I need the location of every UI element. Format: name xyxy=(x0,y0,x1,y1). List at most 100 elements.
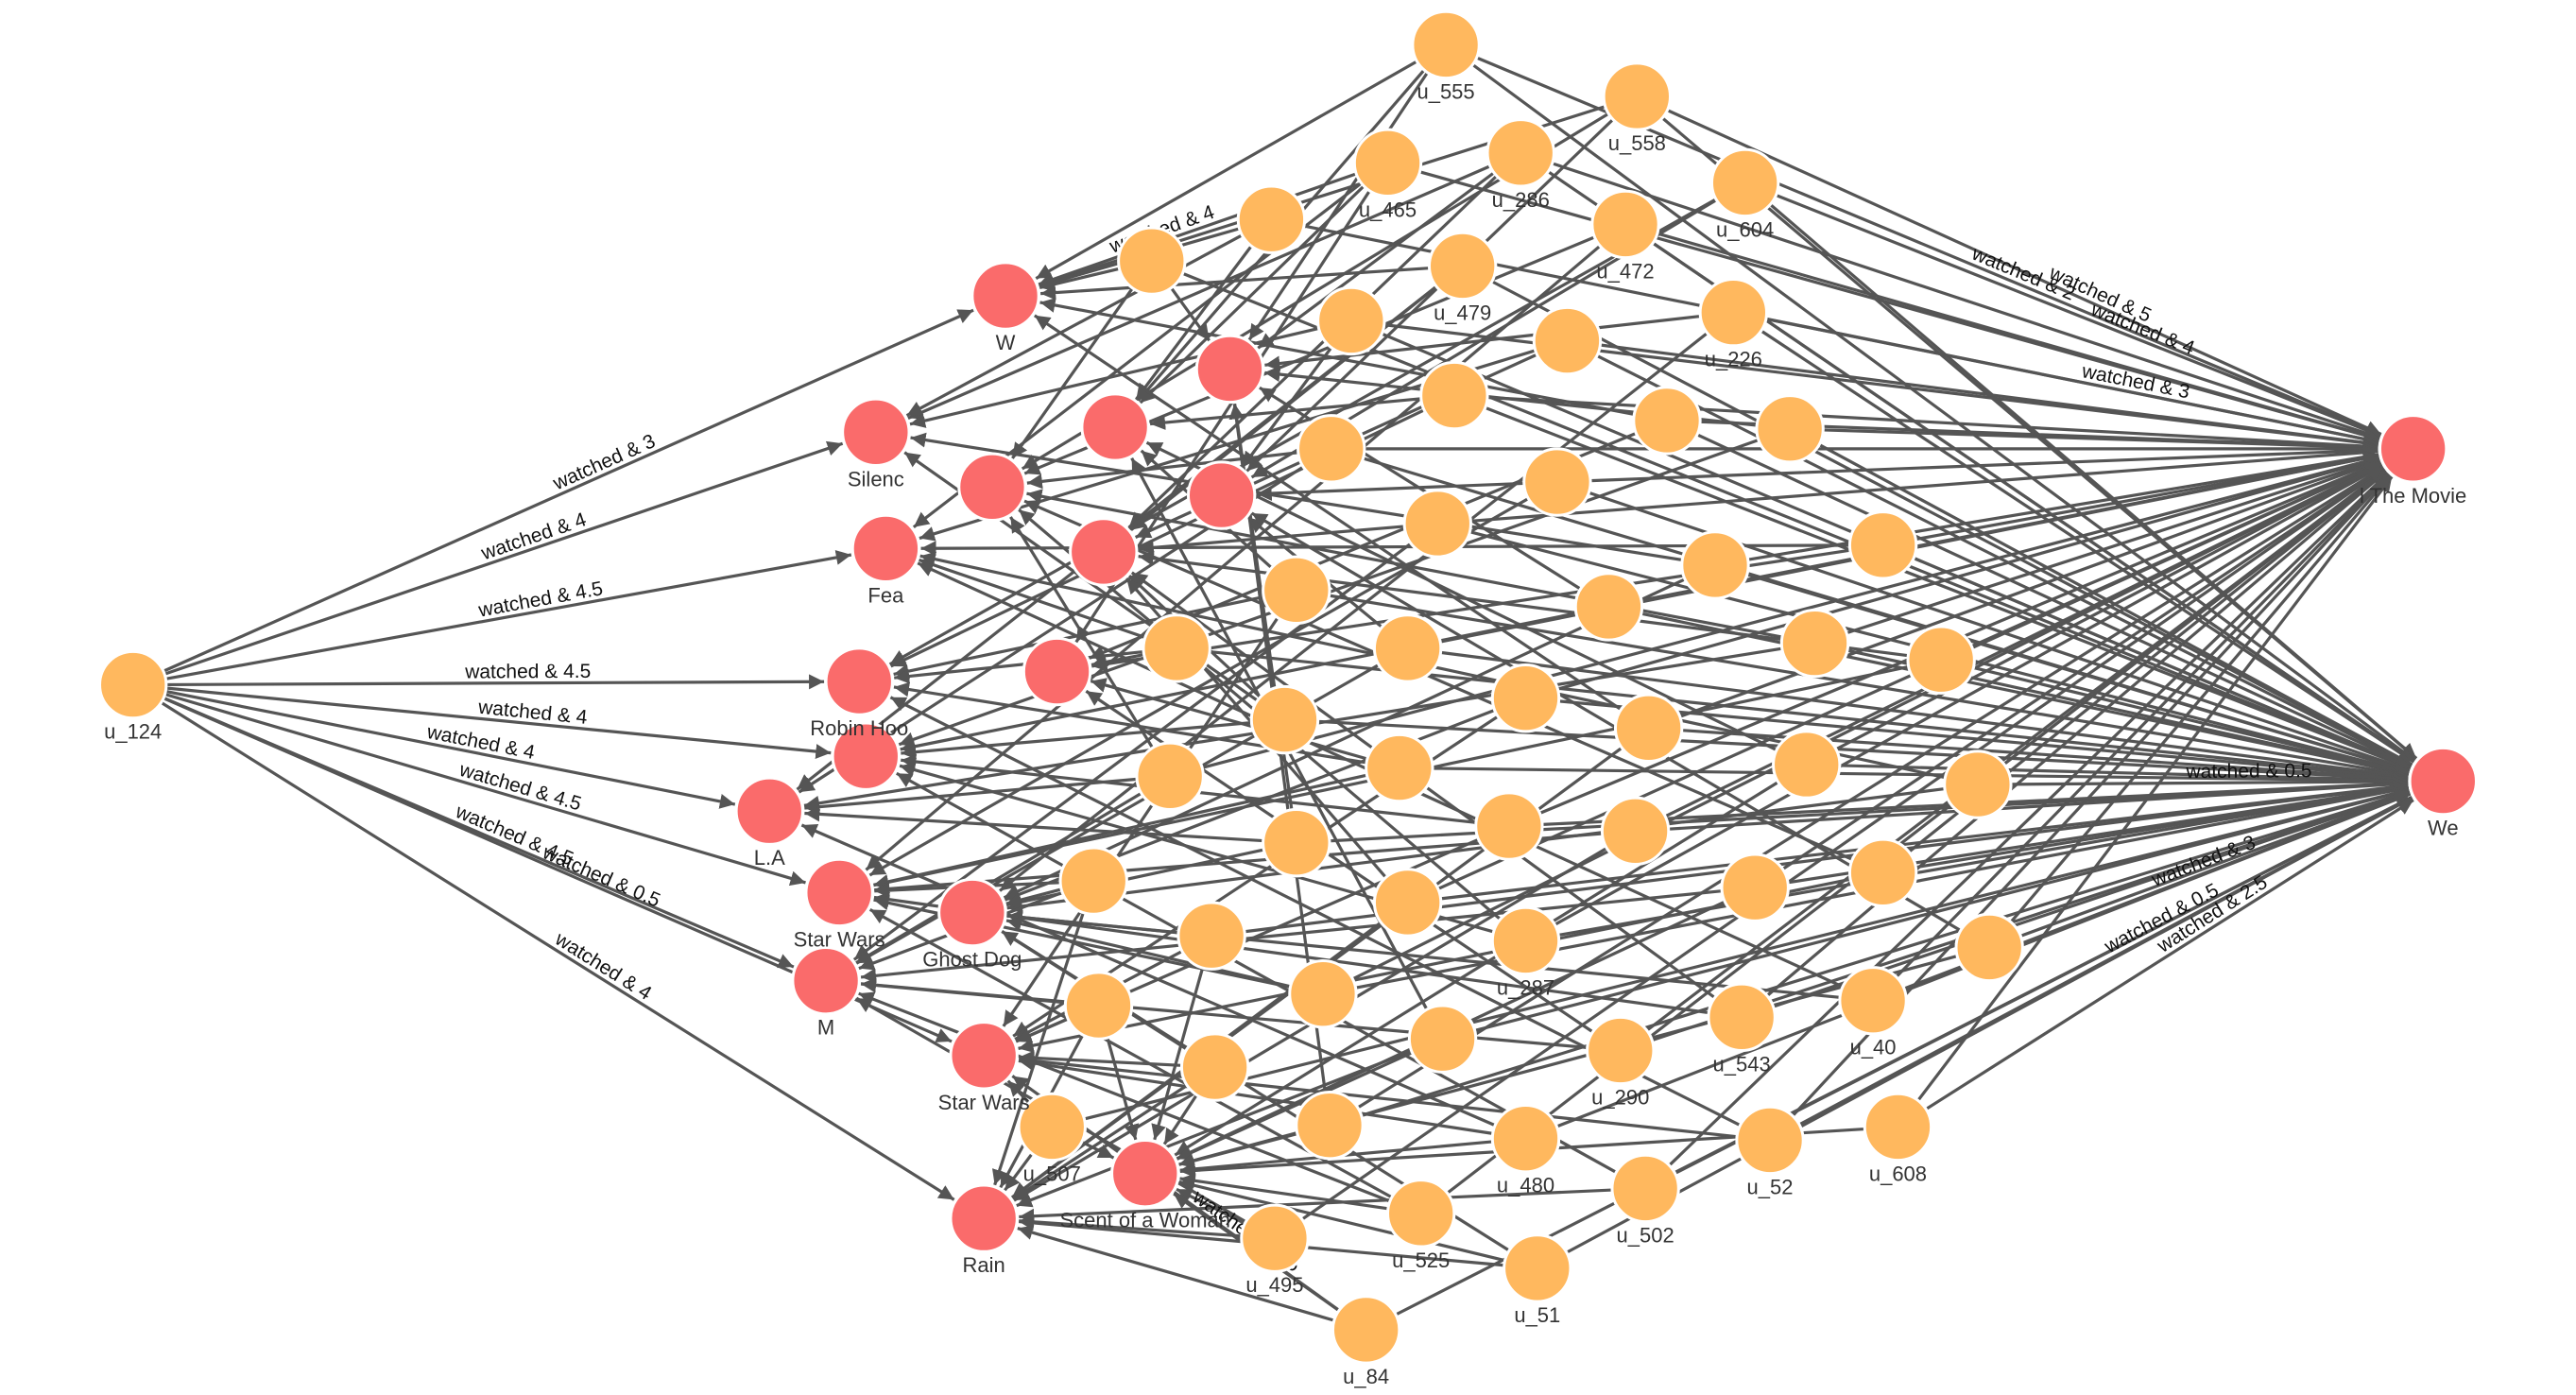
user-node xyxy=(1707,982,1777,1053)
user-node xyxy=(1772,730,1842,800)
edge xyxy=(1039,267,1120,292)
user-node xyxy=(1316,285,1386,356)
user-node xyxy=(1117,226,1187,296)
user-node xyxy=(1610,1153,1680,1224)
edge xyxy=(1012,1084,1189,1201)
edge xyxy=(2009,474,2392,923)
movie-node xyxy=(957,452,1027,522)
edge xyxy=(1241,346,1333,469)
edge xyxy=(1256,481,1524,501)
edge xyxy=(1018,877,1851,1054)
edge xyxy=(1300,467,2386,1221)
user-node xyxy=(1365,732,1434,803)
edge-label: watched & 3 xyxy=(549,430,659,494)
movie-node xyxy=(2408,746,2478,817)
edge xyxy=(1361,788,2411,1117)
user-node xyxy=(1240,1203,1310,1273)
edge xyxy=(1026,451,1298,490)
movie-node-label: W xyxy=(996,331,1016,354)
user-node-label: u_604 xyxy=(1716,217,1774,241)
user-node-label: u_507 xyxy=(1023,1162,1081,1185)
edge xyxy=(1006,786,1946,914)
edge xyxy=(1139,184,1365,405)
user-node-label: u_226 xyxy=(1705,348,1762,371)
user-node xyxy=(1427,231,1498,301)
edge-label: watched & 4 xyxy=(550,928,655,1006)
edge xyxy=(1652,241,2415,763)
edge xyxy=(1351,463,2383,981)
edge xyxy=(1471,63,2416,762)
edge xyxy=(160,700,955,1201)
movie-node xyxy=(1194,334,1265,405)
edge xyxy=(1247,71,1429,341)
edge xyxy=(1181,271,2412,770)
edge xyxy=(1201,454,2380,769)
movie-node-label: L.A xyxy=(754,846,785,870)
edge xyxy=(905,233,1244,418)
user-node xyxy=(1474,791,1544,861)
edge-label: watched & 4.5 xyxy=(476,577,605,622)
edge xyxy=(1823,428,2379,456)
user-node xyxy=(1372,868,1443,938)
edge xyxy=(1176,1051,1414,1161)
user-node xyxy=(1838,966,1908,1036)
edge xyxy=(1017,1225,1335,1322)
user-node xyxy=(1590,189,1660,260)
edge xyxy=(1015,1017,1069,1043)
movie-node xyxy=(841,397,911,467)
user-node-label: u_465 xyxy=(1359,198,1417,221)
edge xyxy=(1781,467,2385,870)
edge xyxy=(1033,314,1623,712)
user-node-label: u_84 xyxy=(1343,1365,1389,1388)
edge xyxy=(1835,463,2383,751)
user-node xyxy=(1490,905,1561,976)
user-node xyxy=(1295,1090,1365,1161)
user-node xyxy=(1179,1032,1250,1102)
edge xyxy=(1003,577,1686,900)
edge xyxy=(991,912,1085,1186)
user-node xyxy=(1249,684,1320,755)
edge xyxy=(1019,1050,1182,1067)
edge xyxy=(804,806,1263,843)
user-node xyxy=(1698,277,1769,348)
user-node xyxy=(1402,489,1472,559)
user-node xyxy=(1288,959,1358,1029)
user-node xyxy=(1490,663,1561,733)
edge xyxy=(1174,781,1779,1157)
movie-node xyxy=(1186,460,1257,530)
edge xyxy=(1440,650,2409,783)
edge xyxy=(163,440,844,676)
movie-node xyxy=(949,1021,1019,1091)
user-node xyxy=(1586,1015,1656,1086)
movie-node-label: Ghost Dog xyxy=(922,948,1022,972)
user-node xyxy=(1352,128,1423,198)
movie-node xyxy=(2378,414,2448,484)
node-labels: W Silenc Fea Robin Hoo L.A Star Wars M Star War… xyxy=(104,79,2466,1387)
user-node-label: u_51 xyxy=(1514,1303,1560,1327)
edge xyxy=(1696,433,2413,768)
user-node xyxy=(1386,1179,1456,1249)
user-node-label: u_525 xyxy=(1392,1249,1450,1272)
movie-node-label: l The Movie xyxy=(2360,484,2466,508)
edge xyxy=(1846,456,2380,635)
edge xyxy=(163,308,974,673)
movie-node-label: Rain xyxy=(963,1253,1005,1277)
edge xyxy=(164,689,736,809)
edge-label: watched & 0.5 xyxy=(539,841,663,912)
edge xyxy=(165,549,852,680)
edge xyxy=(804,777,1138,815)
user-node xyxy=(1573,572,1644,642)
edge xyxy=(1039,298,1635,417)
edge xyxy=(1474,786,2410,1032)
user-node xyxy=(1135,741,1205,811)
edge xyxy=(1006,909,1179,935)
user-node-label: u_480 xyxy=(1497,1174,1554,1197)
user-node xyxy=(1262,807,1331,878)
movie-node xyxy=(804,857,874,928)
user-node xyxy=(1755,394,1825,464)
edge xyxy=(1178,1178,1505,1263)
edge xyxy=(1913,557,2412,769)
edge xyxy=(1245,118,1615,473)
edge xyxy=(910,432,1683,562)
edge xyxy=(893,594,1264,680)
